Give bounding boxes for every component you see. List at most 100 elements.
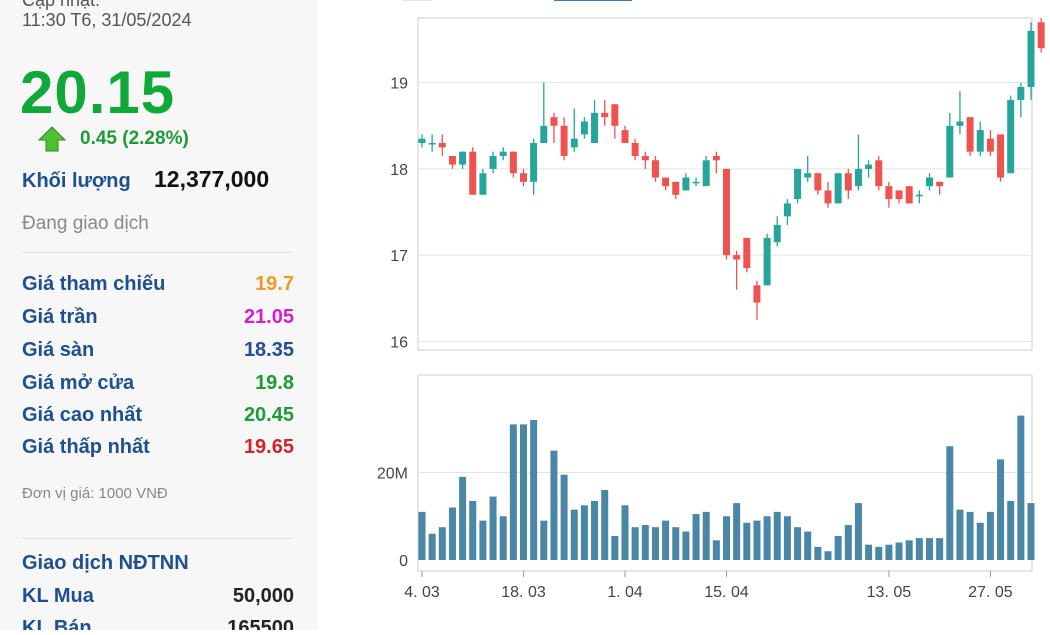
volume-bar <box>570 509 578 560</box>
candle-body <box>743 237 751 269</box>
price-tick-label: 18 <box>390 162 408 179</box>
candle-body <box>773 224 781 243</box>
candle-body <box>601 112 609 118</box>
candle-body <box>591 112 599 144</box>
candle-body <box>895 190 903 200</box>
candle-body <box>1037 22 1045 49</box>
candle-body <box>723 168 730 256</box>
quote-panel: Cập nhật: 11:30 T6, 31/05/2024 20.15 0.4… <box>0 0 318 630</box>
volume-bar <box>448 507 456 560</box>
volume-bar <box>459 476 467 560</box>
stat-label: Giá trần <box>22 306 98 328</box>
volume-bar <box>804 531 812 560</box>
stat-label: Giá thấp nhất <box>22 436 150 458</box>
volume-bar <box>540 520 548 560</box>
candle-body <box>611 104 619 126</box>
candle-body <box>824 190 832 204</box>
stat-value: 19.7 <box>255 273 294 295</box>
stat-label: Giá sàn <box>22 339 95 361</box>
candle-body <box>946 125 954 178</box>
volume-bar <box>692 514 700 560</box>
candle-body <box>702 160 710 187</box>
candle-body <box>814 173 822 191</box>
candle-body <box>621 130 629 144</box>
volume-bar <box>885 544 893 560</box>
foreign-sell-row: KL Bán 165500 <box>22 617 294 630</box>
candle-body <box>915 194 923 197</box>
volume-bar <box>794 527 802 560</box>
volume-bar <box>844 525 852 560</box>
x-tick-label: 18. 03 <box>501 584 546 601</box>
volume-bar <box>854 503 862 560</box>
volume-bar <box>905 540 913 560</box>
volume-bar <box>611 535 619 560</box>
foreign-buy-row: KL Mua 50,000 <box>22 585 294 611</box>
candle-body <box>509 151 517 174</box>
volume-bar <box>753 520 761 560</box>
volume-bar <box>1027 503 1035 560</box>
price-tick-label: 16 <box>390 334 408 351</box>
volume-bar <box>915 538 923 560</box>
candle-body <box>976 130 984 152</box>
volume-bar <box>966 511 974 560</box>
volume-bar <box>530 420 538 560</box>
volume-bar <box>763 516 771 560</box>
candle-body <box>712 155 720 161</box>
volume-bar <box>814 546 822 560</box>
candle-body <box>905 186 913 204</box>
volume-bar <box>976 522 984 560</box>
volume-bar <box>601 490 609 560</box>
volume-bar <box>550 450 558 560</box>
candle-body <box>580 121 588 135</box>
unit-note: Đơn vị giá: 1000 VNĐ <box>22 485 168 502</box>
volume-tick-label: 20M <box>377 466 408 483</box>
volume-bar <box>479 520 487 560</box>
stat-row-floor: Giá sàn 18.35 <box>22 339 294 365</box>
volume-bar <box>651 527 659 560</box>
candle-body <box>530 143 538 182</box>
candle-body <box>936 181 944 187</box>
candle-body <box>418 138 426 144</box>
trading-status: Đang giao dịch <box>22 213 149 234</box>
candle-body <box>1017 86 1025 100</box>
candle-body <box>499 151 507 156</box>
stat-value: 21.05 <box>243 306 294 328</box>
candle-body <box>733 255 741 260</box>
volume-bar <box>946 446 954 560</box>
volume-bar <box>580 505 588 560</box>
candles <box>418 18 1045 320</box>
volume-bar <box>418 511 426 560</box>
candle-body <box>459 151 467 165</box>
candle-body <box>854 168 862 187</box>
stat-row-ceiling: Giá trần 21.05 <box>22 306 294 332</box>
volume-bar <box>773 511 781 560</box>
volume-bar <box>743 522 751 560</box>
foreign-buy-value: 50,000 <box>232 585 294 607</box>
stat-value: 18.35 <box>243 339 294 361</box>
volume-bar <box>591 500 599 560</box>
candle-body <box>672 181 680 195</box>
candle-body <box>804 173 812 178</box>
candle-body <box>479 173 487 195</box>
price-change: 0.45 (2.28%) <box>80 128 189 149</box>
arrow-up-icon <box>38 126 66 152</box>
stat-value: 20.45 <box>243 404 294 426</box>
updated-time: 11:30 T6, 31/05/2024 <box>22 10 192 30</box>
volume-bar <box>733 503 741 560</box>
candle-body <box>1027 30 1035 87</box>
foreign-sell-value: 165500 <box>227 617 294 630</box>
candle-body <box>631 143 639 156</box>
foreign-trade-title: Giao dịch NĐTNN <box>22 552 189 574</box>
chart-canvas: 16 17 18 19 0 20M 4. 03 18. 03 1. 04 15. 04 13. … <box>377 0 1045 601</box>
volume-bar <box>936 538 944 560</box>
volume-bar <box>499 516 507 560</box>
candle-body <box>834 173 842 204</box>
candle-body <box>651 160 659 178</box>
candle-body <box>885 186 893 200</box>
range-selector-active[interactable] <box>554 0 632 1</box>
candle-body <box>438 143 446 148</box>
candle-body <box>489 155 497 169</box>
volume-bar <box>824 551 832 560</box>
candle-body <box>641 155 649 161</box>
volume-bar <box>986 511 994 560</box>
